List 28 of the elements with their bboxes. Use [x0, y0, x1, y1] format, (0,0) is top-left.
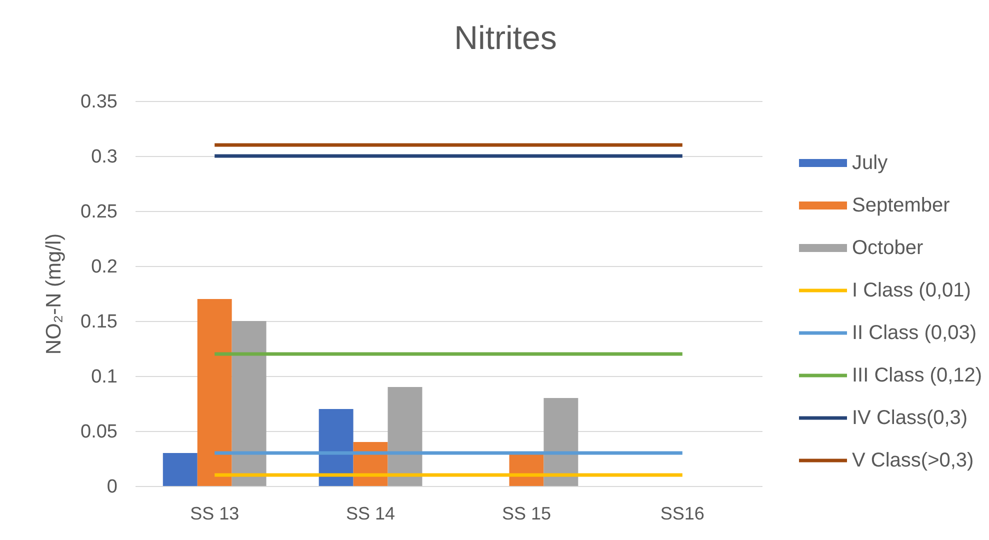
x-tick-label: SS 14: [346, 504, 396, 524]
bar: [197, 299, 232, 486]
legend-label: September: [852, 194, 950, 216]
bar: [544, 398, 578, 486]
y-tick-label: 0.2: [91, 256, 118, 278]
y-tick-label: 0.35: [80, 92, 118, 112]
legend-label: III Class (0,12): [852, 364, 982, 386]
legend-label: October: [852, 237, 924, 259]
y-tick-label: 0.3: [91, 146, 118, 168]
chart-title: Nitrites: [454, 19, 557, 56]
y-tick-label: 0.1: [91, 366, 118, 388]
legend-label: July: [852, 152, 888, 174]
y-tick-label: 0: [106, 476, 118, 498]
legend-label: I Class (0,01): [852, 280, 971, 302]
legend-label: IV Class(0,3): [852, 407, 968, 429]
bar: [162, 453, 198, 486]
legend-label: V Class(>0,3): [852, 450, 974, 472]
y-tick-label: 0.15: [80, 312, 118, 332]
bar: [388, 387, 422, 486]
legend-label: II Class (0,03): [852, 322, 976, 344]
y-tick-label: 0.25: [80, 202, 118, 222]
y-tick-label: 0.05: [80, 422, 118, 442]
bar: [232, 321, 266, 486]
x-tick-label: SS 15: [502, 504, 551, 524]
x-tick-label: SS 13: [190, 504, 240, 524]
y-axis-title: NO₂-N (mg/l): [42, 233, 66, 355]
bar: [318, 409, 354, 486]
x-tick-label: SS16: [660, 504, 704, 524]
